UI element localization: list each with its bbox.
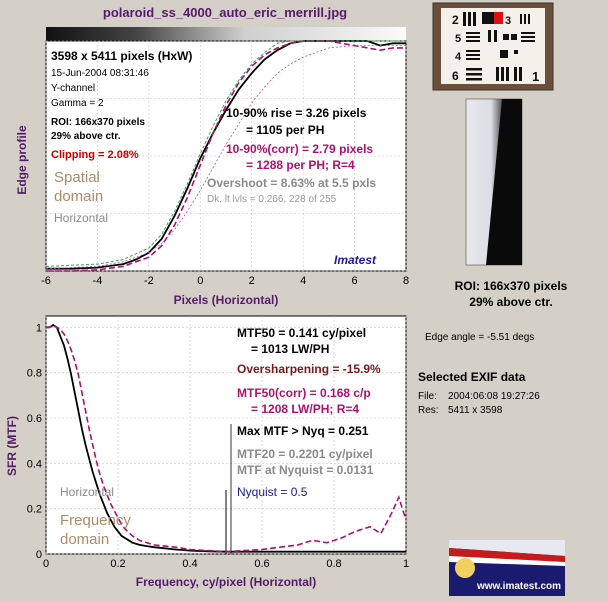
edge-plot-ylabel: Edge profile: [15, 125, 29, 195]
x-tick-label: 8: [403, 275, 409, 287]
imatest-watermark: Imatest: [334, 253, 377, 267]
clipping-label: Clipping = 2.08%: [51, 149, 139, 161]
roi-edge: [486, 99, 522, 265]
imatest-logo[interactable]: www.imatest.com: [449, 540, 565, 596]
test-chart-thumbnail: 2 3 5 4 6 1: [432, 2, 554, 91]
svg-text:2: 2: [452, 13, 459, 27]
edge-plot-series: [45, 40, 406, 272]
exif-file-value: 2004:06:08 19:27:26: [448, 391, 540, 402]
mtf-plot-xlabel: Frequency, cy/pixel (Horizontal): [136, 575, 316, 589]
spatial-label: Spatial: [54, 169, 100, 186]
max-mtf-label: Max MTF > Nyq = 0.251: [237, 424, 369, 438]
edge-plot-xlabel: Pixels (Horizontal): [174, 293, 279, 307]
channel-label: Y-channel: [51, 83, 95, 94]
mtf50-label: MTF50 = 0.141 cy/pixel: [237, 326, 366, 340]
gamma-label: Gamma = 2: [51, 98, 104, 109]
edge-angle-label: Edge angle = -5.51 degs: [425, 332, 534, 343]
mtf-plot-ylabel: SFR (MTF): [5, 416, 19, 476]
rise-label: 10-90% rise = 3.26 pixels: [226, 106, 367, 120]
series-line-green-dashed: [45, 40, 406, 267]
y-tick-label: 0.2: [27, 504, 42, 516]
mtf50-corr-label: MTF50(corr) = 0.168 c/p: [237, 386, 371, 400]
rise-corr-label: 10-90%(corr) = 2.79 pixels: [226, 142, 373, 156]
mtf-plot-ticks: 0 0.2 0.4 0.6 0.8 1 0 0.2 0.4 0.6 0.8 1: [27, 322, 409, 570]
orientation-label: Horizontal: [54, 211, 108, 225]
series-line-magenta-dashed: [46, 40, 406, 272]
exif-res-value: 5411 x 3598: [448, 405, 503, 416]
x-tick-label: 0: [43, 558, 49, 570]
edge-gradient-strip: [46, 27, 406, 41]
rise-corr-per-ph-label: = 1288 per PH; R=4: [246, 158, 355, 172]
y-tick-label: 0.6: [27, 413, 42, 425]
x-tick-label: 1: [403, 558, 409, 570]
mtf50-corr-lwph-label: = 1208 LW/PH; R=4: [251, 402, 359, 416]
roi-caption-position: 29% above ctr.: [469, 295, 552, 309]
roi-size-label: ROI: 166x370 pixels: [51, 117, 145, 128]
x-tick-label: 0.4: [182, 558, 197, 570]
mtf-plot-series: [46, 324, 407, 553]
svg-text:5: 5: [455, 33, 461, 45]
image-size-label: 3598 x 5411 pixels (HxW): [51, 49, 192, 63]
exif-file-label: File:: [418, 391, 437, 402]
dark-light-levels-label: Dk, lt lvls = 0.266, 228 of 255: [207, 194, 337, 205]
x-tick-label: 2: [249, 275, 255, 287]
svg-text:1: 1: [532, 69, 539, 84]
series-line-black-solid: [46, 324, 406, 553]
x-tick-label: 0.2: [110, 558, 125, 570]
roi-caption-size: ROI: 166x370 pixels: [455, 279, 568, 293]
rise-per-ph-label: = 1105 per PH: [246, 123, 324, 137]
mtf-nyquist-label: MTF at Nyquist = 0.0131: [237, 463, 374, 477]
x-tick-label: -6: [41, 275, 51, 287]
domain-label: domain: [54, 188, 103, 205]
mtf-orientation-label: Horizontal: [60, 485, 114, 499]
x-tick-label: -2: [144, 275, 154, 287]
window-title: polaroid_ss_4000_auto_eric_merrill.jpg: [103, 5, 347, 20]
oversharpening-label: Oversharpening = -15.9%: [237, 362, 381, 376]
x-tick-label: 0.6: [254, 558, 269, 570]
x-tick-label: 0: [197, 275, 203, 287]
edge-plot-ticks: -6 -4 -2 0 2 4 6 8: [41, 275, 409, 287]
svg-text:6: 6: [452, 69, 459, 83]
series-line-magenta-dashed: [46, 324, 407, 553]
edge-profile-plot: -6 -4 -2 0 2 4 6 8 3598 x 5411 pixels (HxW) 15-…: [15, 40, 409, 307]
frequency-domain-label: domain: [60, 531, 109, 548]
svg-text:3: 3: [505, 15, 511, 27]
frequency-label: Frequency: [60, 512, 131, 529]
y-tick-label: 0.8: [27, 368, 42, 380]
mtf50-lwph-label: = 1013 LW/PH: [251, 342, 329, 356]
mtf-plot: 0 0.2 0.4 0.6 0.8 1 0 0.2 0.4 0.6 0.8 1 MTF50 = 0.1…: [5, 315, 409, 589]
x-tick-label: 4: [300, 275, 306, 287]
exif-res-label: Res:: [418, 405, 439, 416]
x-tick-label: 6: [352, 275, 358, 287]
svg-text:4: 4: [455, 51, 462, 63]
overshoot-label: Overshoot = 8.63% at 5.5 pxls: [207, 176, 376, 190]
nyquist-label: Nyquist = 0.5: [237, 485, 308, 499]
y-tick-label: 1: [36, 322, 42, 334]
x-tick-label: 0.8: [326, 558, 341, 570]
logo-url[interactable]: www.imatest.com: [476, 581, 561, 592]
x-tick-label: -4: [93, 275, 103, 287]
roi-position-label: 29% above ctr.: [51, 131, 121, 142]
mtf20-label: MTF20 = 0.2201 cy/pixel: [237, 447, 373, 461]
series-line-magenta-thin: [45, 45, 406, 270]
y-tick-label: 0: [36, 549, 42, 561]
y-tick-label: 0.4: [27, 458, 42, 470]
exif-title: Selected EXIF data: [418, 370, 526, 384]
image-date-label: 15-Jun-2004 08:31:46: [51, 68, 149, 79]
